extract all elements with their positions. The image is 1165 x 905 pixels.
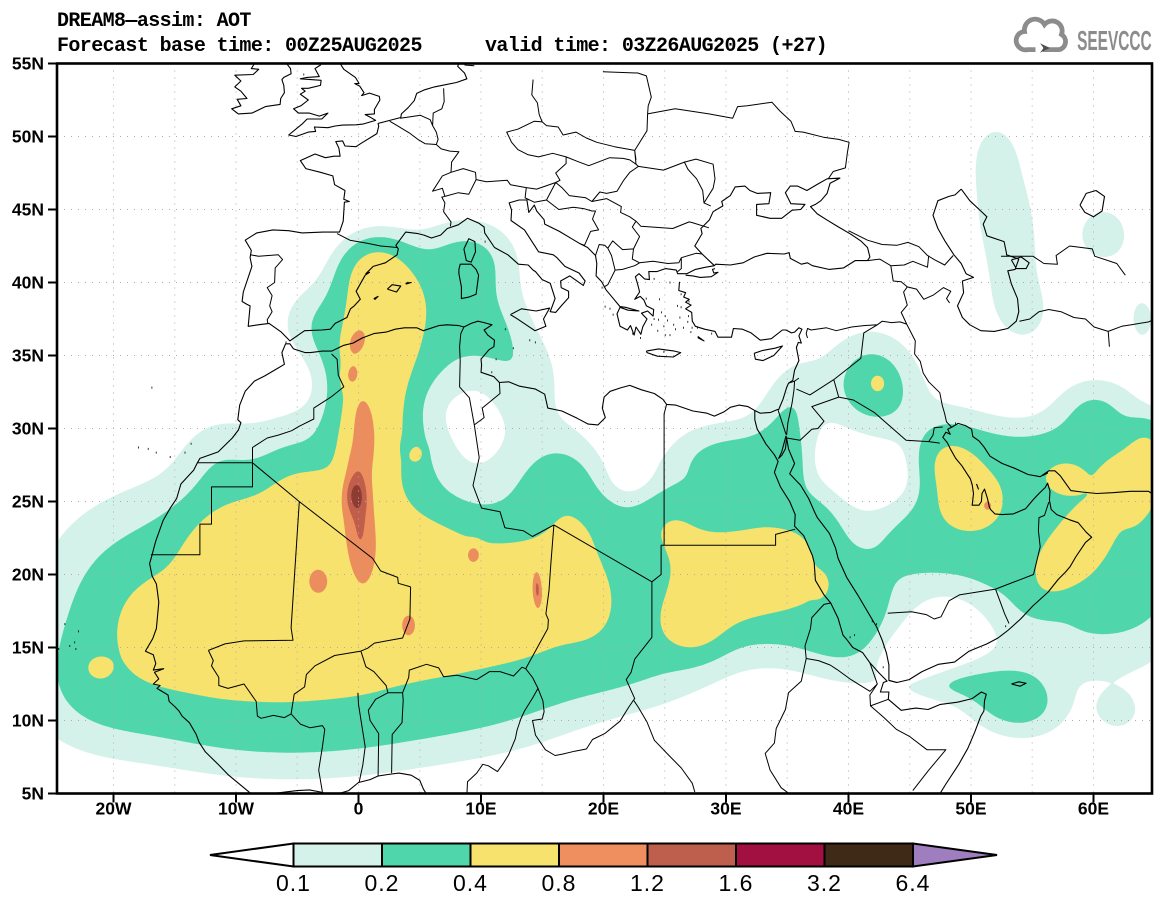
svg-text:35N: 35N [12,346,44,366]
svg-text:40E: 40E [833,799,864,819]
svg-text:1.2: 1.2 [630,870,665,896]
svg-text:0.1: 0.1 [276,870,311,896]
svg-text:10N: 10N [12,711,44,731]
svg-text:25N: 25N [12,492,44,512]
svg-text:55N: 55N [12,54,44,74]
svg-text:60E: 60E [1078,799,1109,819]
svg-text:1.6: 1.6 [719,870,754,896]
svg-text:50N: 50N [12,127,44,147]
svg-text:6.4: 6.4 [896,870,931,896]
svg-text:40N: 40N [12,273,44,293]
svg-text:0.2: 0.2 [365,870,400,896]
svg-text:20W: 20W [96,799,132,819]
svg-text:DREAM8—assim: AOT: DREAM8—assim: AOT [57,10,251,33]
svg-text:0.8: 0.8 [542,870,577,896]
svg-text:10W: 10W [218,799,254,819]
svg-text:Forecast base time: 00Z25AUG20: Forecast base time: 00Z25AUG2025 [57,35,422,58]
svg-text:20E: 20E [588,799,619,819]
svg-text:SEEVCCC: SEEVCCC [1077,26,1152,57]
svg-text:45N: 45N [12,200,44,220]
svg-text:15N: 15N [12,638,44,658]
svg-text:0.4: 0.4 [453,870,488,896]
svg-text:0: 0 [354,799,364,819]
svg-text:5N: 5N [22,784,44,804]
svg-text:50E: 50E [955,799,986,819]
svg-text:3.2: 3.2 [807,870,842,896]
svg-text:valid time: 03Z26AUG2025 (+27): valid time: 03Z26AUG2025 (+27) [485,35,827,58]
svg-text:10E: 10E [465,799,496,819]
svg-text:30N: 30N [12,419,44,439]
svg-text:30E: 30E [710,799,741,819]
svg-text:20N: 20N [12,565,44,585]
